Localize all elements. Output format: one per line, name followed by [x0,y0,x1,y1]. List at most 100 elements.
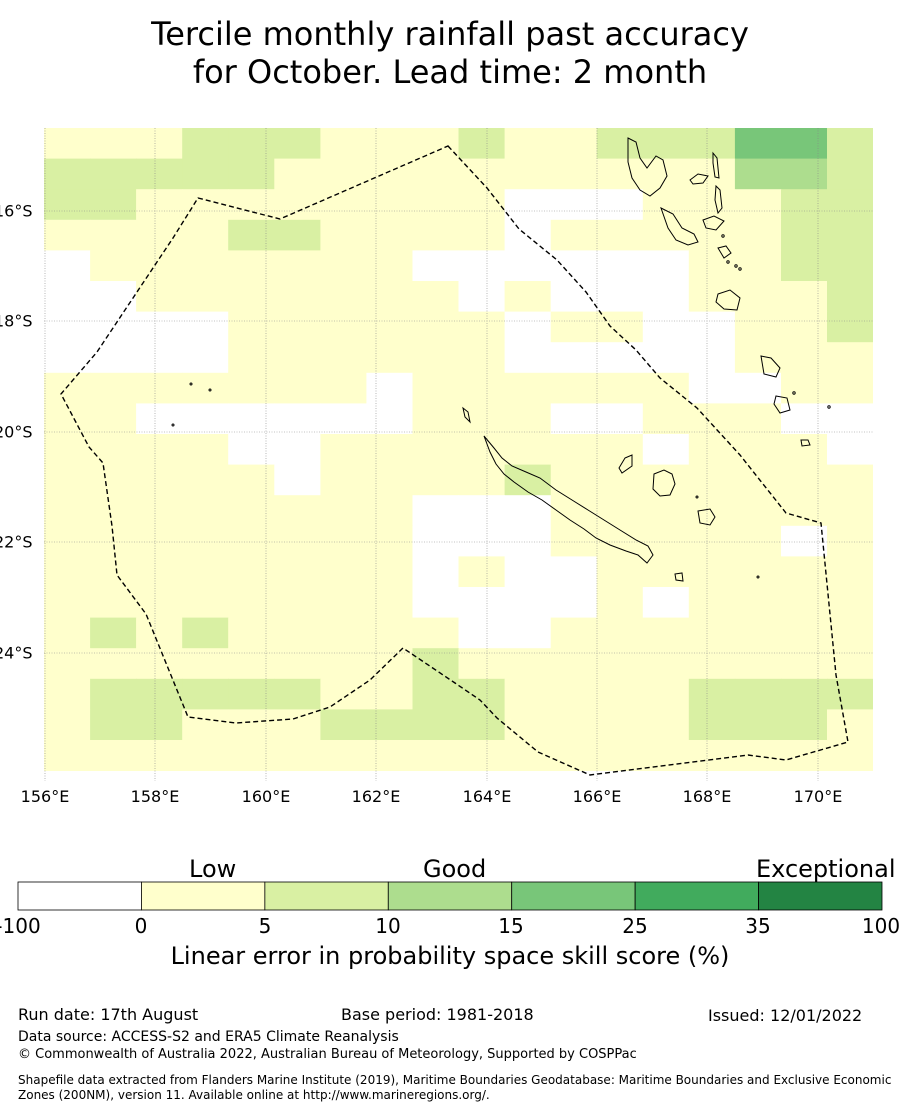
lat-label: 22°S [0,532,33,552]
skill-cell [366,556,413,588]
skill-cell [366,464,413,496]
skill-cell [274,128,321,159]
skill-cell [320,403,367,435]
skill-cell [827,311,873,343]
skill-cell [734,648,782,680]
skill-cell [781,648,828,680]
skill-cell [504,281,552,312]
skill-cell [734,587,782,618]
skill-cell [412,678,459,710]
skill-cell [458,648,505,680]
shapefile-credit-line2: Zones (200NM), version 11. Available onl… [18,1088,490,1102]
skill-cell [688,372,736,404]
skill-cell [44,617,91,649]
skill-cell [136,281,183,312]
skill-cell [366,250,413,282]
skill-cell [781,617,828,649]
skill-cell [504,372,552,404]
skill-cell [366,311,413,343]
skill-cell [596,587,644,618]
skill-cell [90,219,137,251]
skill-cell [274,678,321,710]
skill-cell [458,464,505,496]
futuna-islet [827,405,831,409]
skill-cell [412,464,459,496]
map-title-line1: Tercile monthly rainfall past accuracy [151,15,749,53]
skill-cell [734,709,782,741]
skill-cell [182,617,229,649]
skill-cell [366,434,413,465]
skill-cell [228,128,275,159]
skill-cell [44,525,91,557]
skill-cell [44,189,91,221]
skill-cell [734,678,782,710]
skill-cell [827,403,873,435]
skill-cell [550,525,598,557]
skill-cell [550,648,598,680]
colorbar-swatch [141,881,266,911]
skill-cell [366,648,413,680]
skill-cell [366,525,413,557]
skill-cell [228,189,275,221]
skill-cell [688,587,736,618]
skill-cell [274,281,321,312]
skill-cell [458,587,505,618]
skill-cell [412,617,459,649]
skill-cell [412,556,459,588]
skill-cell [781,556,828,588]
skill-cell [734,617,782,649]
skill-cell [412,648,459,680]
skill-cell [458,617,505,649]
skill-cell [458,403,505,435]
skill-cell [274,219,321,251]
skill-cell [734,342,782,374]
skill-cell [182,219,229,251]
skill-cell [458,495,505,527]
skill-cell [596,250,644,282]
skill-cell [550,464,598,496]
data-source: Data source: ACCESS-S2 and ERA5 Climate … [18,1029,399,1045]
skill-cell [136,219,183,251]
skill-cell [827,128,873,159]
skill-cell [504,311,552,343]
skill-cell [827,678,873,710]
skill-cell [274,556,321,588]
skill-cell [274,158,321,190]
skill-cell [458,740,505,771]
skill-cell [228,617,275,649]
skill-cell [320,587,367,618]
skill-cell [44,495,91,527]
skill-cell [228,250,275,282]
skill-cell [688,403,736,435]
skill-cell [596,311,644,343]
skill-cell [320,250,367,282]
skill-cell [274,587,321,618]
skill-cell [320,311,367,343]
skill-cell [596,158,644,190]
skill-cell [688,281,736,312]
skill-cell [274,709,321,741]
skill-cell [458,158,505,190]
skill-cell [504,342,552,374]
skill-cell [182,189,229,221]
skill-cell [688,617,736,649]
vanuatu-pentecost [714,184,723,215]
skill-cell [366,740,413,771]
skill-cell [504,128,552,159]
skill-cell [781,587,828,618]
skill-cell [504,678,552,710]
skill-cell [320,372,367,404]
skill-cell [642,678,690,710]
skill-cell [688,648,736,680]
skill-cell [642,525,690,557]
skill-cell [688,158,736,190]
skill-cell [781,311,828,343]
skill-cell [550,556,598,588]
skill-cell [274,372,321,404]
skill-cell [504,250,552,282]
skill-cell [550,311,598,343]
skill-cell [274,250,321,282]
bampton-islet [171,423,175,427]
skill-cell [412,311,459,343]
colorbar-swatch [387,881,513,911]
